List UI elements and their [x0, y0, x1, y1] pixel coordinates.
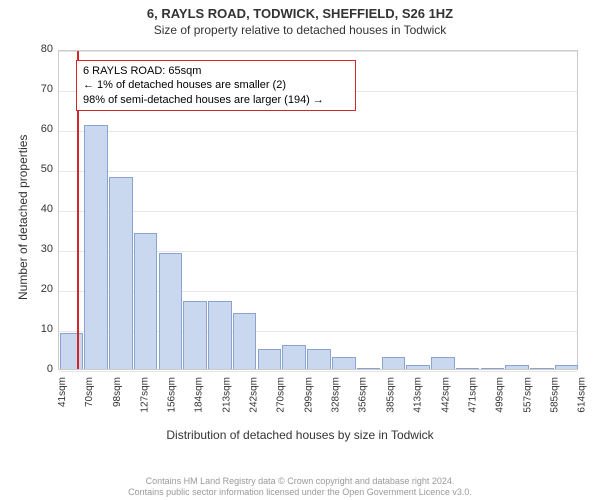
y-tick-label: 30 — [41, 243, 53, 255]
histogram-bar — [505, 365, 529, 369]
histogram-bar — [233, 313, 257, 369]
x-tick-label: 385sqm — [385, 377, 396, 413]
x-tick-label: 184sqm — [194, 377, 205, 413]
x-tick-label: 127sqm — [139, 377, 150, 413]
gridline — [59, 371, 577, 372]
x-tick-label: 41sqm — [57, 377, 68, 407]
x-tick-label: 242sqm — [249, 377, 260, 413]
x-tick-label: 213sqm — [221, 377, 232, 413]
histogram-bar — [555, 365, 579, 369]
histogram-bar — [431, 357, 455, 369]
histogram-bar — [307, 349, 331, 369]
gridline — [59, 51, 577, 52]
callout-box: 6 RAYLS ROAD: 65sqm ← 1% of detached hou… — [76, 60, 356, 111]
x-tick-label: 557sqm — [522, 377, 533, 413]
y-tick-label: 10 — [41, 323, 53, 335]
x-tick-label: 299sqm — [303, 377, 314, 413]
histogram-bar — [208, 301, 232, 369]
x-tick-label: 585sqm — [550, 377, 561, 413]
callout-line: ← 1% of detached houses are smaller (2) — [83, 78, 349, 92]
histogram-bar — [481, 368, 505, 369]
histogram-bar — [84, 125, 108, 369]
chart-footer: Contains HM Land Registry data © Crown c… — [0, 476, 600, 499]
x-tick-label: 356sqm — [358, 377, 369, 413]
x-tick-label: 70sqm — [84, 377, 95, 407]
histogram-bar — [183, 301, 207, 369]
histogram-bar — [159, 253, 183, 369]
histogram-bar — [382, 357, 406, 369]
x-tick-label: 442sqm — [440, 377, 451, 413]
histogram-bar — [282, 345, 306, 369]
y-tick-label: 0 — [47, 363, 53, 375]
x-tick-label: 413sqm — [413, 377, 424, 413]
chart-title-line1: 6, RAYLS ROAD, TODWICK, SHEFFIELD, S26 1… — [0, 0, 600, 21]
x-tick-label: 471sqm — [468, 377, 479, 413]
histogram-bar — [406, 365, 430, 369]
histogram-bar — [134, 233, 158, 369]
y-tick-label: 60 — [41, 123, 53, 135]
x-axis-title: Distribution of detached houses by size … — [0, 428, 600, 442]
callout-line: 6 RAYLS ROAD: 65sqm — [83, 64, 349, 78]
y-tick-label: 70 — [41, 83, 53, 95]
gridline — [59, 211, 577, 212]
y-tick-label: 80 — [41, 43, 53, 55]
y-axis-label: Number of detached properties — [16, 134, 30, 299]
histogram-chart: { "layout": { "canvas_w": 600, "canvas_h… — [0, 0, 600, 500]
y-tick-label: 50 — [41, 163, 53, 175]
x-tick-label: 156sqm — [166, 377, 177, 413]
histogram-bar — [530, 368, 554, 369]
x-tick-label: 499sqm — [495, 377, 506, 413]
histogram-bar — [332, 357, 356, 369]
callout-line: 98% of semi-detached houses are larger (… — [83, 93, 349, 107]
footer-line: Contains HM Land Registry data © Crown c… — [0, 476, 600, 487]
histogram-bar — [60, 333, 84, 369]
histogram-bar — [357, 368, 381, 369]
x-tick-label: 270sqm — [276, 377, 287, 413]
histogram-bar — [456, 368, 480, 369]
gridline — [59, 131, 577, 132]
footer-line: Contains public sector information licen… — [0, 487, 600, 498]
histogram-bar — [258, 349, 282, 369]
y-tick-label: 20 — [41, 283, 53, 295]
x-tick-label: 614sqm — [577, 377, 588, 413]
y-tick-label: 40 — [41, 203, 53, 215]
chart-title-line2: Size of property relative to detached ho… — [0, 21, 600, 37]
x-tick-label: 328sqm — [331, 377, 342, 413]
x-tick-label: 98sqm — [112, 377, 123, 407]
histogram-bar — [109, 177, 133, 369]
gridline — [59, 171, 577, 172]
